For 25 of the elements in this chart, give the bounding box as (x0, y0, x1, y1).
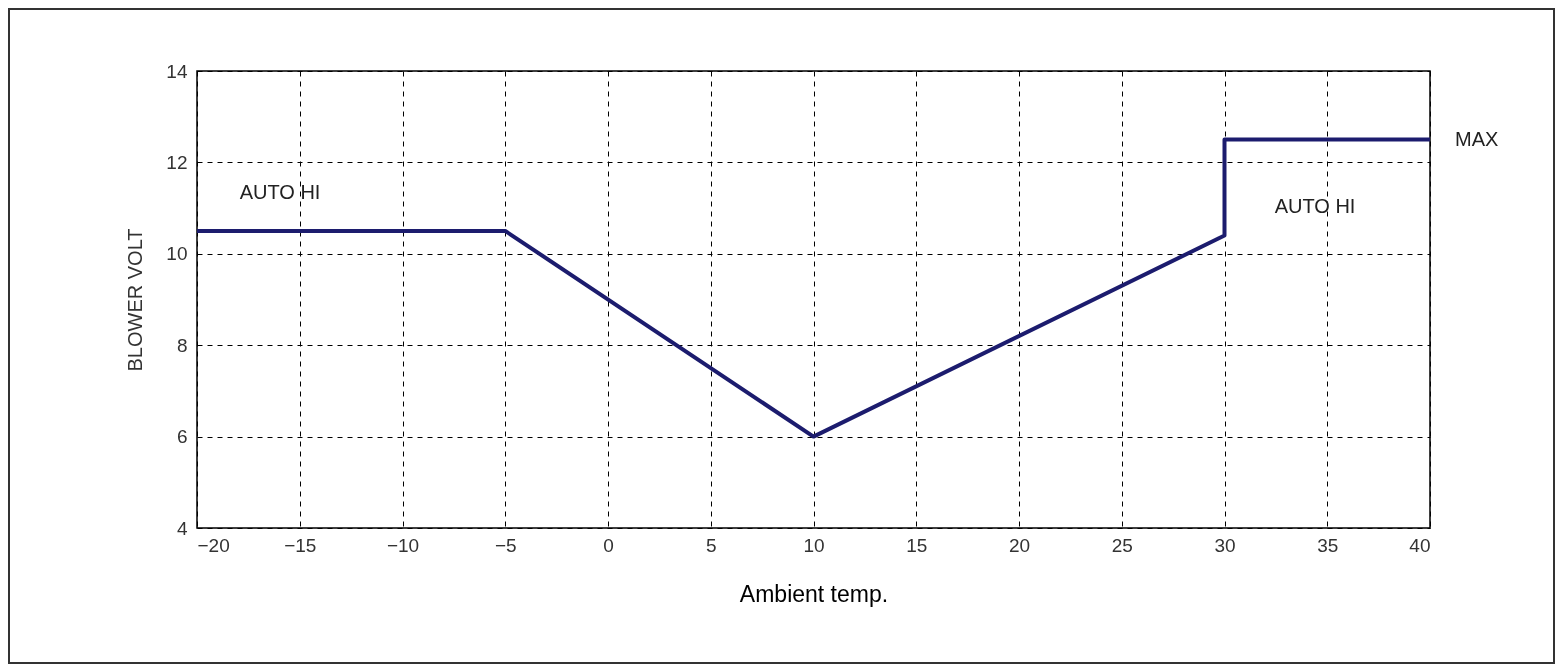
y-tick-label: 10 (166, 243, 188, 265)
annotation: MAX (1455, 127, 1499, 150)
x-tick-label: 25 (1111, 534, 1133, 556)
x-tick-label: 35 (1317, 534, 1339, 556)
y-axis-title: BLOWER VOLT (124, 228, 147, 372)
x-tick-label: −10 (386, 534, 420, 556)
y-tick-label: 12 (166, 151, 188, 173)
x-tick-label: 15 (906, 534, 928, 556)
annotation: AUTO HI (239, 181, 321, 203)
x-tick-label: 5 (705, 534, 717, 556)
x-tick-label: 30 (1214, 534, 1236, 556)
y-tick-label: 14 (166, 60, 188, 82)
y-tick-label: 8 (176, 334, 188, 356)
x-axis-title: Ambient temp. (739, 580, 889, 607)
x-tick-label: 10 (803, 534, 825, 556)
x-tick-label: −20 (197, 534, 230, 556)
x-tick-label: 0 (603, 534, 614, 556)
x-tick-label: 40 (1409, 534, 1431, 556)
annotation: AUTO HI (1274, 195, 1356, 217)
y-tick-label: 6 (176, 426, 188, 448)
x-tick-label: −5 (494, 534, 517, 556)
x-tick-label: −15 (284, 534, 317, 556)
y-tick-label: 4 (176, 517, 188, 539)
x-tick-label: 20 (1008, 534, 1031, 556)
line-series (195, 137, 1432, 439)
